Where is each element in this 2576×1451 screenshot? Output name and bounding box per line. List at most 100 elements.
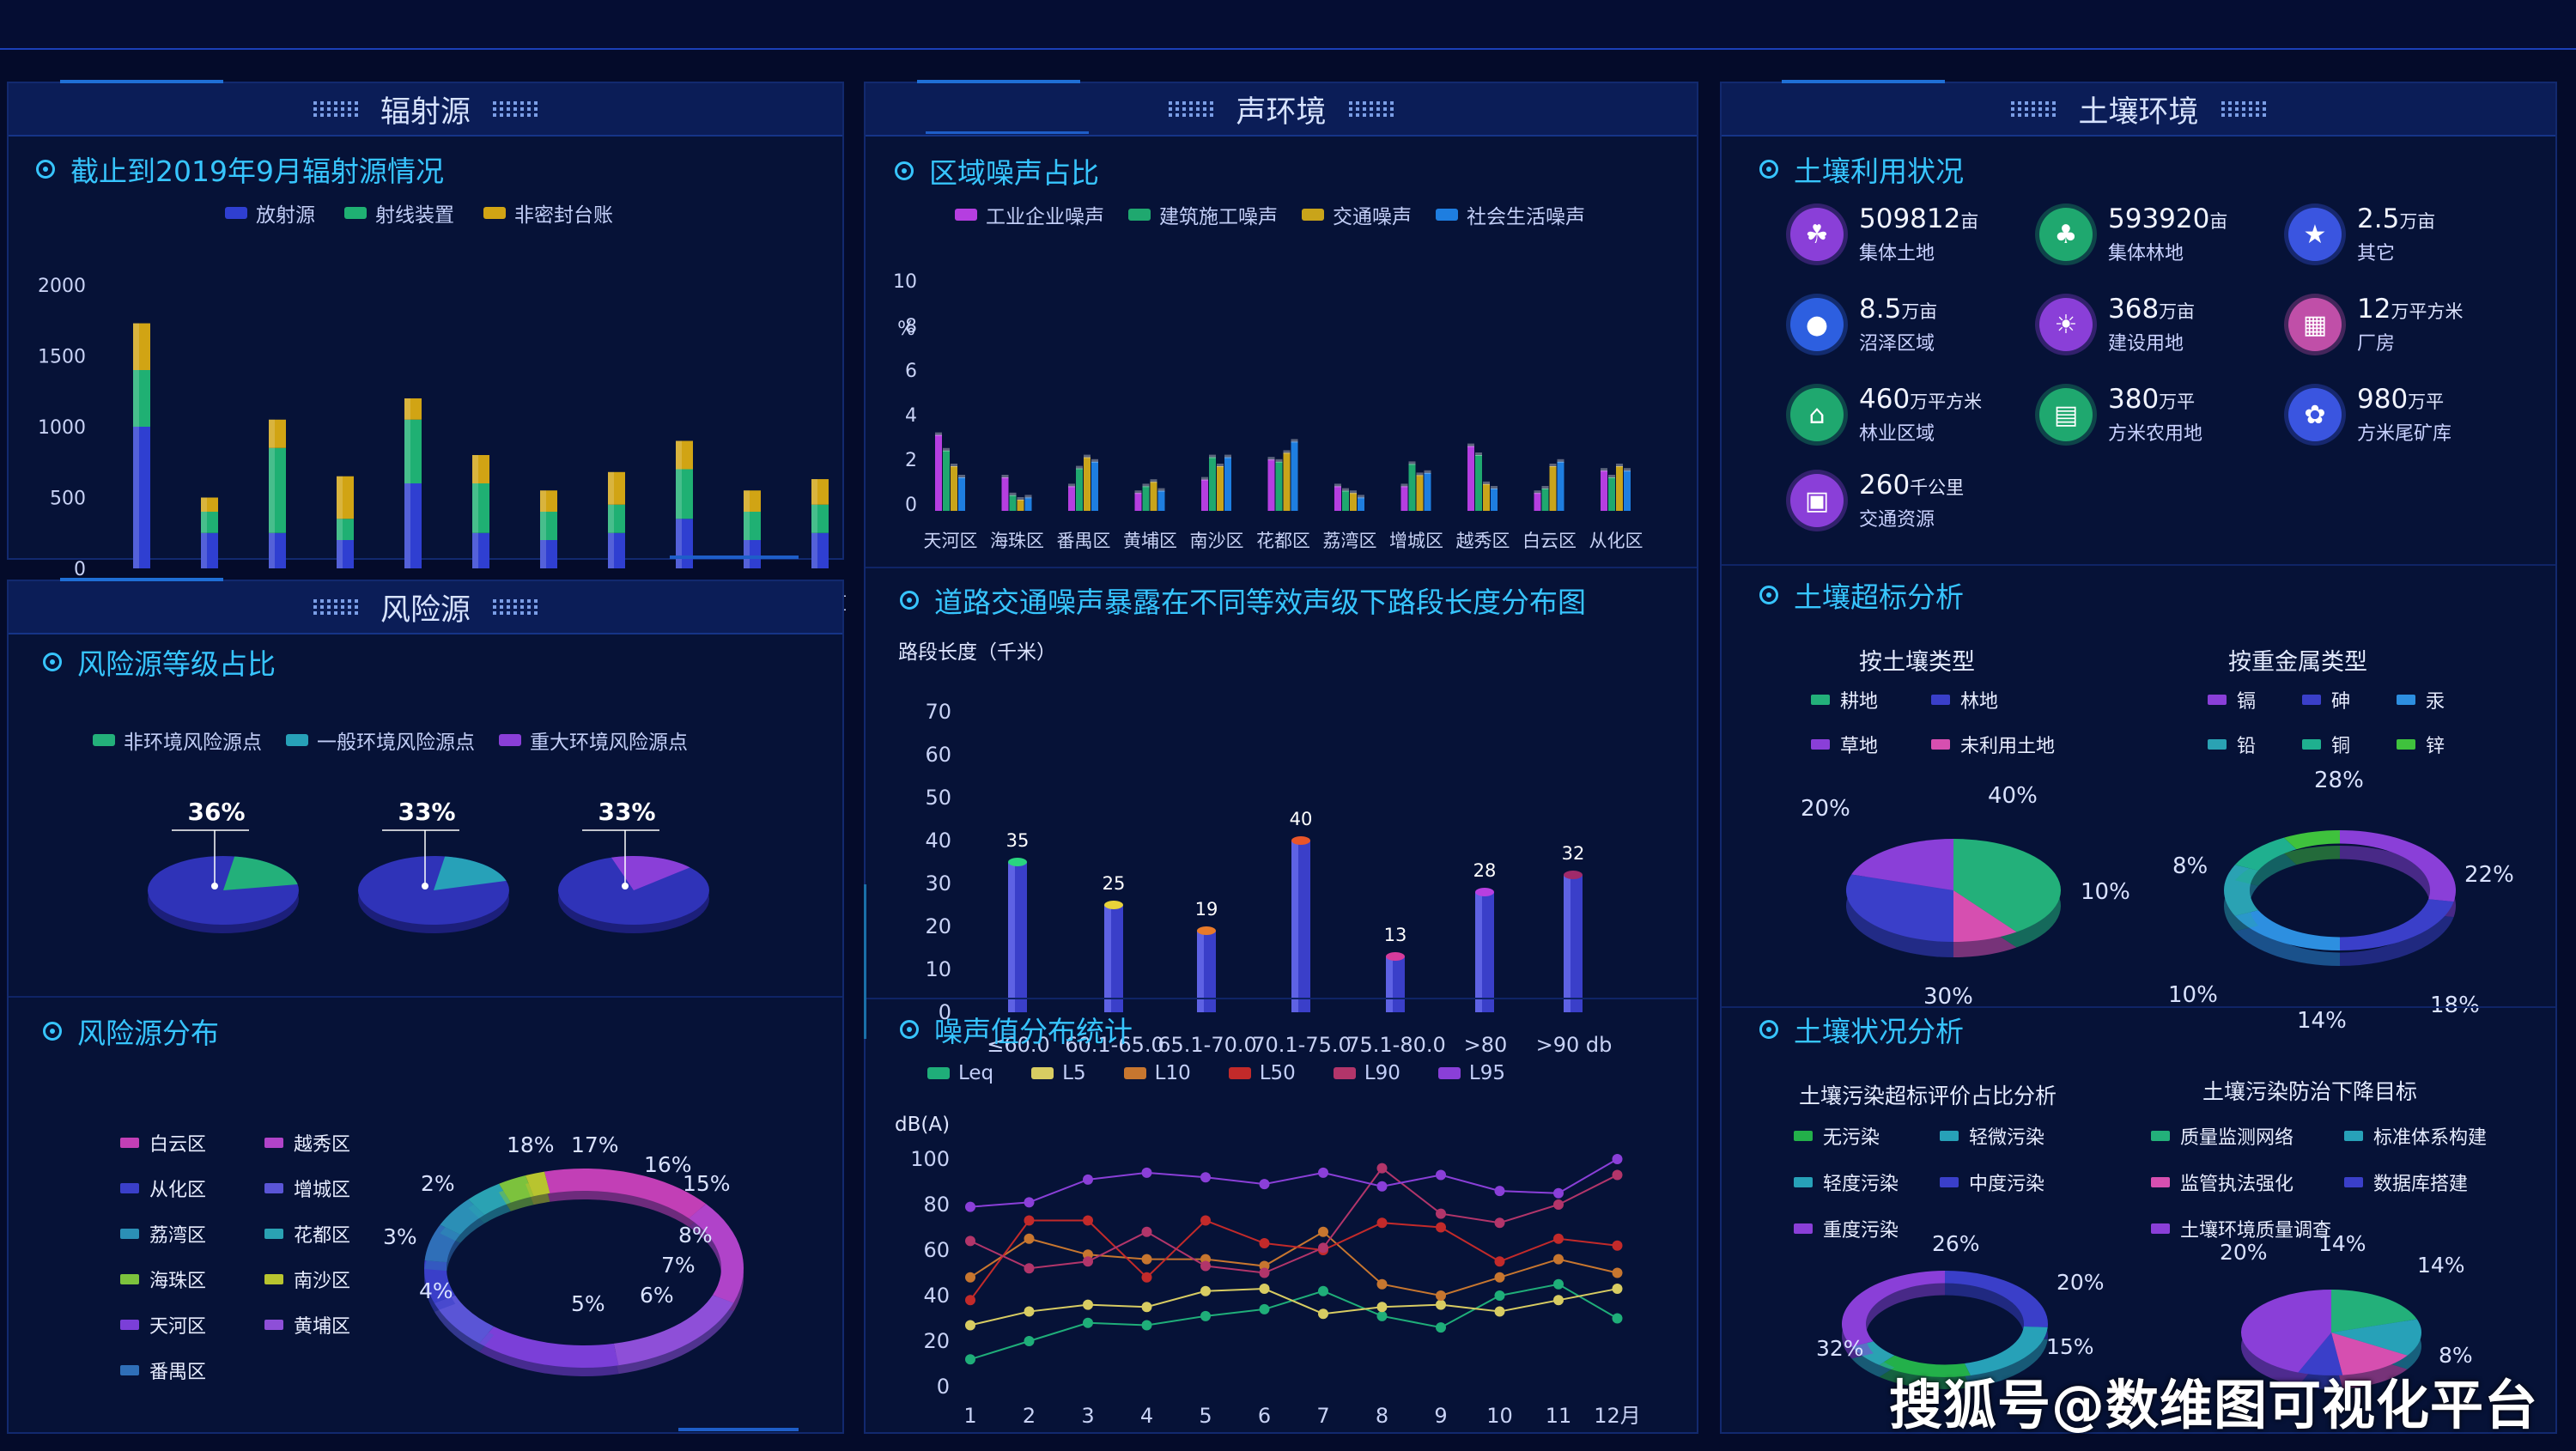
watermark-text: 搜狐号@数维图可视化平台 [1889,1374,2539,1436]
series-point [1436,1322,1446,1333]
legend-item[interactable]: 轻度污染 [1794,1169,1940,1196]
legend-item[interactable]: 铅 [2208,731,2302,758]
legend-item[interactable]: 一般环境风险源点 [286,726,475,755]
ring-percent-label: 18% [2430,993,2480,1018]
legend-item[interactable]: 增城区 [264,1175,393,1202]
series-point [1259,1267,1270,1278]
bar [1475,455,1482,511]
legend-item[interactable]: 南沙区 [264,1266,393,1293]
series-point [1024,1197,1035,1208]
legend-item[interactable]: L50 [1228,1062,1296,1084]
legend-label: 黄埔区 [294,1316,351,1338]
legend-item[interactable]: 耕地 [1811,686,1931,713]
legend-label: 增城区 [294,1180,351,1201]
noise-stat-line-chart: dB(A) 0 20 40 60 80 100 1 2 3 4 5 6 7 8 9 10 11 12月 [895,1114,1641,1428]
legend-item[interactable]: 放射源 [225,198,315,228]
series-point [1259,1238,1270,1249]
bar-shade [540,540,546,568]
usage-icon: ▣ [1790,474,1844,527]
legend-swatch [1436,209,1458,221]
x-tick-label: 1 [963,1404,976,1428]
x-tick-label: 4 [1140,1404,1153,1428]
legend-item[interactable]: Leq [927,1062,993,1084]
legend-item[interactable]: 越秀区 [264,1129,393,1157]
pie-percent-label: 40% [1988,783,2038,809]
bar-cap [1350,490,1357,495]
legend-item[interactable]: L5 [1031,1062,1086,1084]
legend-item[interactable]: L90 [1333,1062,1400,1084]
bar-segment [201,512,218,533]
legend-item[interactable]: 工业企业噪声 [955,200,1104,229]
legend-item[interactable]: 花都区 [264,1220,393,1248]
radiation-section-heading: 截止到2019年9月辐射源情况 [36,149,444,190]
y-tick-label: 20 [925,914,951,938]
series-point [1024,1263,1035,1274]
bar-shade [404,419,410,483]
cylinder-highlight [1104,905,1111,1012]
series-point [1436,1208,1446,1219]
legend-item[interactable]: 白云区 [120,1129,249,1157]
legend-item[interactable]: L10 [1123,1062,1191,1084]
legend-item[interactable]: 社会生活噪声 [1436,200,1585,229]
legend-label: 标准体系构建 [2373,1127,2488,1149]
legend-swatch [1333,1067,1356,1079]
legend-item[interactable]: 数据库搭建 [2344,1169,2516,1196]
target-bullet-icon [43,653,62,671]
bar [1157,490,1165,511]
dots-decoration-icon [2221,101,2266,117]
legend-item[interactable]: 草地 [1811,731,1931,758]
bar-value-label: 25 [1103,873,1126,894]
legend-item[interactable]: 黄埔区 [264,1311,393,1339]
legend-item[interactable]: 非密封台账 [483,198,613,228]
bar [1291,441,1298,511]
legend-item[interactable]: 镉 [2208,686,2302,713]
bar-cap [1549,464,1557,467]
legend-item[interactable]: 重度污染 [1794,1215,1940,1242]
legend-item[interactable]: 标准体系构建 [2344,1122,2516,1150]
legend-item[interactable]: 荔湾区 [120,1220,249,1248]
legend-item[interactable]: 轻微污染 [1940,1122,2086,1150]
legend-item[interactable]: 中度污染 [1940,1169,2086,1196]
legend-item[interactable]: 交通噪声 [1302,200,1412,229]
legend-item[interactable]: 建筑施工噪声 [1128,200,1278,229]
legend-item[interactable]: L95 [1437,1062,1505,1084]
bar [1416,475,1424,511]
legend-swatch [2151,1131,2170,1141]
legend-item[interactable]: 未利用土地 [1931,731,2086,758]
legend-item[interactable]: 天河区 [120,1311,249,1339]
legend-item[interactable]: 非环境风险源点 [93,726,262,755]
legend-item[interactable]: 重大环境风险源点 [499,726,688,755]
bar-segment [608,471,625,505]
legend-item[interactable]: 番禺区 [120,1357,249,1384]
bar-segment [404,419,422,483]
usage-value: 380 [2108,384,2160,415]
traffic-noise-bar-chart: 路段长度（千米） 0 10 20 30 40 50 60 70 35 ≤60.0 25 60.1-65.… [898,641,1612,1057]
usage-value: 8.5 [1859,294,1902,325]
legend-item[interactable]: 从化区 [120,1175,249,1202]
legend-label: 铜 [2331,736,2351,757]
legend-swatch [2208,695,2227,705]
bar-segment [133,427,150,568]
by-soil-pie-chart: 40% 20% 10% 30% [1801,783,2130,1010]
bar-segment [811,504,829,533]
legend-item[interactable]: 锌 [2397,731,2482,758]
legend-item[interactable]: 铜 [2302,731,2397,758]
region-noise-heading: 区域噪声占比 [895,150,1099,191]
bar-value-label: 13 [1384,925,1407,945]
legend-item[interactable]: 监管执法强化 [2151,1169,2344,1196]
legend-item[interactable]: 砷 [2302,686,2397,713]
legend-item[interactable]: 射线装置 [344,198,454,228]
legend-label: L5 [1062,1062,1086,1084]
legend-item[interactable]: 无污染 [1794,1122,1940,1150]
legend-item[interactable]: 质量监测网络 [2151,1122,2344,1150]
legend-label: 草地 [1840,736,1879,757]
legend-item[interactable]: 海珠区 [120,1266,249,1293]
x-tick-label: 70.1-75.0 [1252,1033,1352,1057]
target-bullet-icon [1759,1020,1778,1039]
legend-item[interactable]: 土壤环境质量调查 [2151,1215,2344,1242]
bar-cap [1217,464,1224,467]
legend-item[interactable]: 汞 [2397,686,2482,713]
legend-label: 重大环境风险源点 [530,732,688,754]
series-point [1083,1317,1093,1328]
legend-item[interactable]: 林地 [1931,686,2086,713]
